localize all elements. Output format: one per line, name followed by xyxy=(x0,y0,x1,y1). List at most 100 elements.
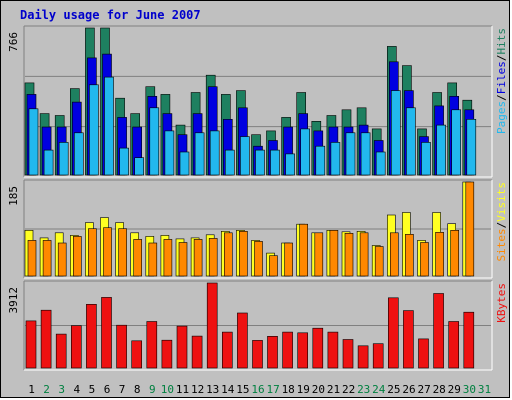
day-label-6: 6 xyxy=(104,383,111,396)
panel-kbytes-bar-kbytes-day-5 xyxy=(86,303,97,369)
panel-visits-sites-bar-sites-day-29 xyxy=(450,230,460,277)
day-label-18: 18 xyxy=(282,383,295,396)
panel-hits-files-pages-bar-pages-day-20 xyxy=(315,145,326,176)
day-label-8: 8 xyxy=(134,383,141,396)
panel-kbytes-bar-kbytes-day-4 xyxy=(71,325,82,369)
panel-visits-sites-bar-sites-day-25 xyxy=(389,232,399,277)
day-label-11: 11 xyxy=(176,383,189,396)
panel-visits-sites-bar-sites-day-6 xyxy=(103,227,112,277)
day-label-22: 22 xyxy=(342,383,355,396)
day-label-31: 31 xyxy=(478,383,491,396)
panel-hits-files-pages-bar-pages-day-12 xyxy=(194,132,205,176)
panel-kbytes-bar-kbytes-day-8 xyxy=(131,340,142,369)
day-label-19: 19 xyxy=(297,383,310,396)
panel-kbytes-bar-kbytes-day-23 xyxy=(357,345,369,369)
panel-hits-files-pages-legend-separator: / xyxy=(495,94,508,101)
panel-visits-sites-legend: Sites/Visits xyxy=(495,182,508,262)
panel-hits-files-pages-bar-pages-day-4 xyxy=(74,132,84,176)
panel-kbytes-bar-kbytes-day-28 xyxy=(433,293,444,369)
day-label-30: 30 xyxy=(463,383,476,396)
panel-visits-sites-legend-visits: Visits xyxy=(495,182,508,222)
panel-hits-files-pages-bar-pages-day-21 xyxy=(330,142,341,176)
day-label-16: 16 xyxy=(251,383,264,396)
panel-kbytes-bar-kbytes-day-30 xyxy=(463,311,475,369)
panel-hits-files-pages-legend-pages: Pages xyxy=(495,101,508,134)
panel-hits-files-pages-bar-pages-day-27 xyxy=(421,142,431,176)
panel-hits-files-pages-bar-pages-day-3 xyxy=(58,142,69,176)
panel-kbytes-bar-kbytes-day-12 xyxy=(191,335,203,369)
day-label-7: 7 xyxy=(119,383,126,396)
day-label-27: 27 xyxy=(417,383,430,396)
panel-kbytes-bar-kbytes-day-7 xyxy=(116,324,127,369)
panel-kbytes-bar-kbytes-day-24 xyxy=(372,343,384,369)
panel-hits-files-pages-bar-pages-day-28 xyxy=(436,124,446,176)
day-label-12: 12 xyxy=(191,383,204,396)
panel-visits-sites-legend-sites: Sites xyxy=(495,228,508,261)
day-label-9: 9 xyxy=(149,383,156,396)
panel-kbytes-bar-kbytes-day-21 xyxy=(327,331,339,369)
panel-hits-files-pages-legend: Pages/Files/Hits xyxy=(495,28,508,134)
panel-visits-sites-bar-sites-day-24 xyxy=(374,246,384,277)
day-label-28: 28 xyxy=(433,383,446,396)
panel-visits-sites-bar-sites-day-19 xyxy=(299,223,309,277)
panel-visits-sites-bar-sites-day-15 xyxy=(239,231,248,277)
panel-hits-files-pages-bar-pages-day-24 xyxy=(375,151,386,176)
day-label-10: 10 xyxy=(161,383,174,396)
panel-visits-sites-bar-sites-day-20 xyxy=(314,232,324,277)
panel-hits-files-pages-bar-pages-day-19 xyxy=(300,128,311,176)
panel-kbytes-bar-kbytes-day-25 xyxy=(387,297,399,369)
panel-visits-sites-bar-sites-day-12 xyxy=(193,239,203,277)
panel-hits-files-pages-bar-pages-day-25 xyxy=(390,90,401,176)
panel-hits-files-pages-bar-pages-day-15 xyxy=(240,136,250,176)
panel-hits-files-pages-bar-pages-day-18 xyxy=(285,153,295,176)
panel-visits-sites-bar-sites-day-8 xyxy=(133,239,142,277)
panel-kbytes-bar-kbytes-day-22 xyxy=(342,339,354,369)
panel-visits-sites-bar-sites-day-11 xyxy=(178,242,188,277)
panel-hits-files-pages-legend-files: Files xyxy=(495,61,508,94)
panel-hits-files-pages-bar-pages-day-8 xyxy=(134,157,144,176)
panel-visits-sites-bar-sites-day-26 xyxy=(405,234,414,277)
panel-kbytes-bar-kbytes-day-9 xyxy=(146,321,158,369)
panel-hits-files-pages-bar-pages-day-22 xyxy=(345,132,356,176)
panel-visits-sites-bar-sites-day-14 xyxy=(224,232,233,277)
panel-kbytes-bar-kbytes-day-16 xyxy=(252,340,263,369)
panel-visits-sites-bar-sites-day-7 xyxy=(118,228,127,277)
panel-visits-sites-bar-sites-day-30 xyxy=(465,181,475,277)
panel-hits-files-pages-bar-pages-day-9 xyxy=(149,107,160,176)
panel-kbytes-legend: KBytes xyxy=(495,283,508,323)
panel-hits-files-pages-bar-pages-day-11 xyxy=(179,151,190,176)
panel-visits-sites-bar-sites-day-28 xyxy=(435,232,444,277)
panel-hits-files-pages-legend-hits: Hits xyxy=(495,28,508,55)
day-label-4: 4 xyxy=(73,383,80,396)
panel-kbytes-bar-kbytes-day-1 xyxy=(25,320,37,369)
panel-kbytes-bar-kbytes-day-14 xyxy=(222,331,233,369)
panel-visits-sites-bar-sites-day-22 xyxy=(344,233,354,277)
day-label-2: 2 xyxy=(43,383,50,396)
panel-hits-files-pages-bar-pages-day-26 xyxy=(406,107,416,176)
panel-hits-files-pages-bar-pages-day-23 xyxy=(360,132,371,176)
day-label-3: 3 xyxy=(58,383,65,396)
panel-kbytes-bar-kbytes-day-10 xyxy=(161,339,173,369)
day-label-17: 17 xyxy=(266,383,279,396)
panel-visits-sites-ymax-label: 185 xyxy=(7,186,20,206)
panel-hits-files-pages-bar-pages-day-17 xyxy=(270,149,280,176)
panel-hits-files-pages-ymax-label: 766 xyxy=(7,32,20,52)
panel-hits-files-pages-bar-pages-day-7 xyxy=(119,147,129,176)
panel-visits-sites-bar-sites-day-27 xyxy=(420,242,429,277)
panel-kbytes-bar-kbytes-day-13 xyxy=(206,282,218,369)
panel-kbytes-bar-kbytes-day-3 xyxy=(55,333,67,369)
day-label-1: 1 xyxy=(28,383,35,396)
panel-kbytes-bar-kbytes-day-15 xyxy=(237,312,248,369)
day-label-24: 24 xyxy=(372,383,386,396)
panel-kbytes-legend-kbytes: KBytes xyxy=(495,283,508,323)
panel-visits-sites-bar-sites-day-9 xyxy=(148,242,158,277)
panel-hits-files-pages-bar-pages-day-5 xyxy=(89,84,99,176)
panel-visits-sites-bar-sites-day-16 xyxy=(254,241,263,277)
panel-hits-files-pages-bar-pages-day-13 xyxy=(209,130,220,176)
panel-kbytes-bar-kbytes-day-17 xyxy=(267,335,278,369)
day-label-26: 26 xyxy=(402,383,415,396)
panel-visits-sites-bar-sites-day-3 xyxy=(57,242,67,277)
panel-kbytes-bar-kbytes-day-2 xyxy=(40,309,52,369)
panel-hits-files-pages-bar-pages-day-1 xyxy=(28,108,39,176)
